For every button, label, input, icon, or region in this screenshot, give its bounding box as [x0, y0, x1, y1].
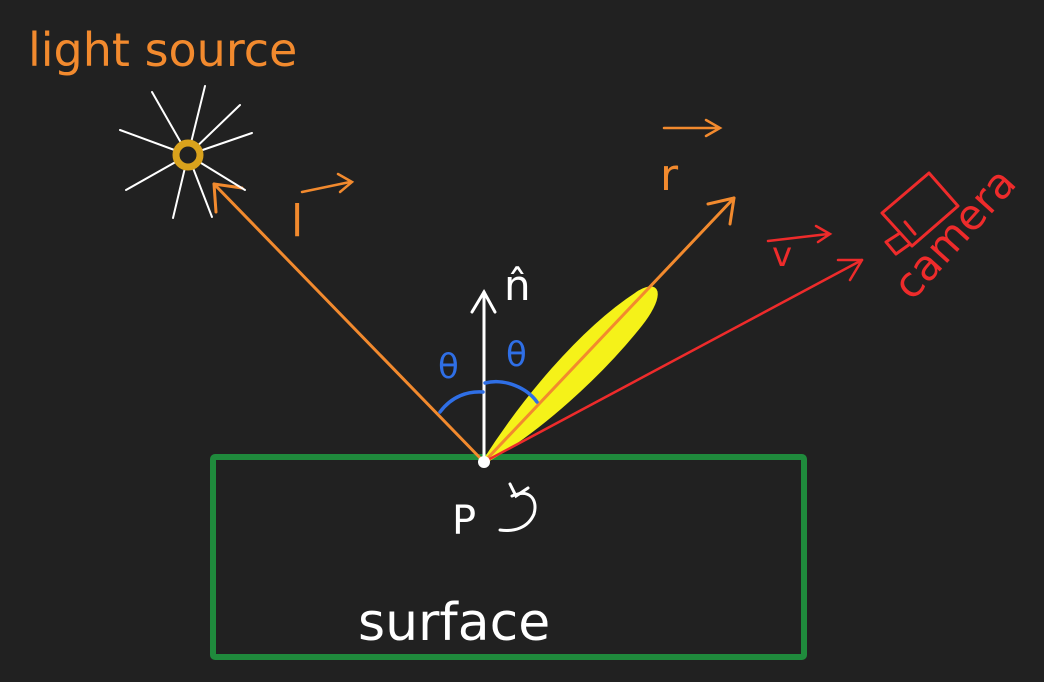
- theta-arc-left: [438, 390, 485, 414]
- camera-label: camera: [883, 158, 1026, 309]
- theta-right-label: θ: [506, 335, 527, 375]
- sun-icon: [119, 85, 253, 219]
- theta-arc-right: [483, 380, 539, 404]
- reflection-vector-label: r: [660, 150, 679, 201]
- light-vector-label: l: [291, 196, 303, 247]
- view-vector-label: v: [772, 235, 792, 275]
- light-vector: [212, 182, 486, 464]
- surface-box: [210, 454, 807, 660]
- point-p-dot: [478, 456, 490, 468]
- reflection-vector: [482, 196, 736, 464]
- point-p-label: P: [452, 498, 476, 544]
- label-arrows: [300, 118, 833, 244]
- light-source-label: light source: [28, 23, 297, 77]
- camera-icon: [880, 171, 960, 256]
- surface-label: surface: [358, 593, 550, 653]
- view-vector: [482, 258, 864, 464]
- theta-left-label: θ: [438, 347, 459, 387]
- normal-label: n̂: [504, 261, 531, 310]
- point-p-pointer: [498, 482, 537, 532]
- normal-vector: [470, 288, 497, 464]
